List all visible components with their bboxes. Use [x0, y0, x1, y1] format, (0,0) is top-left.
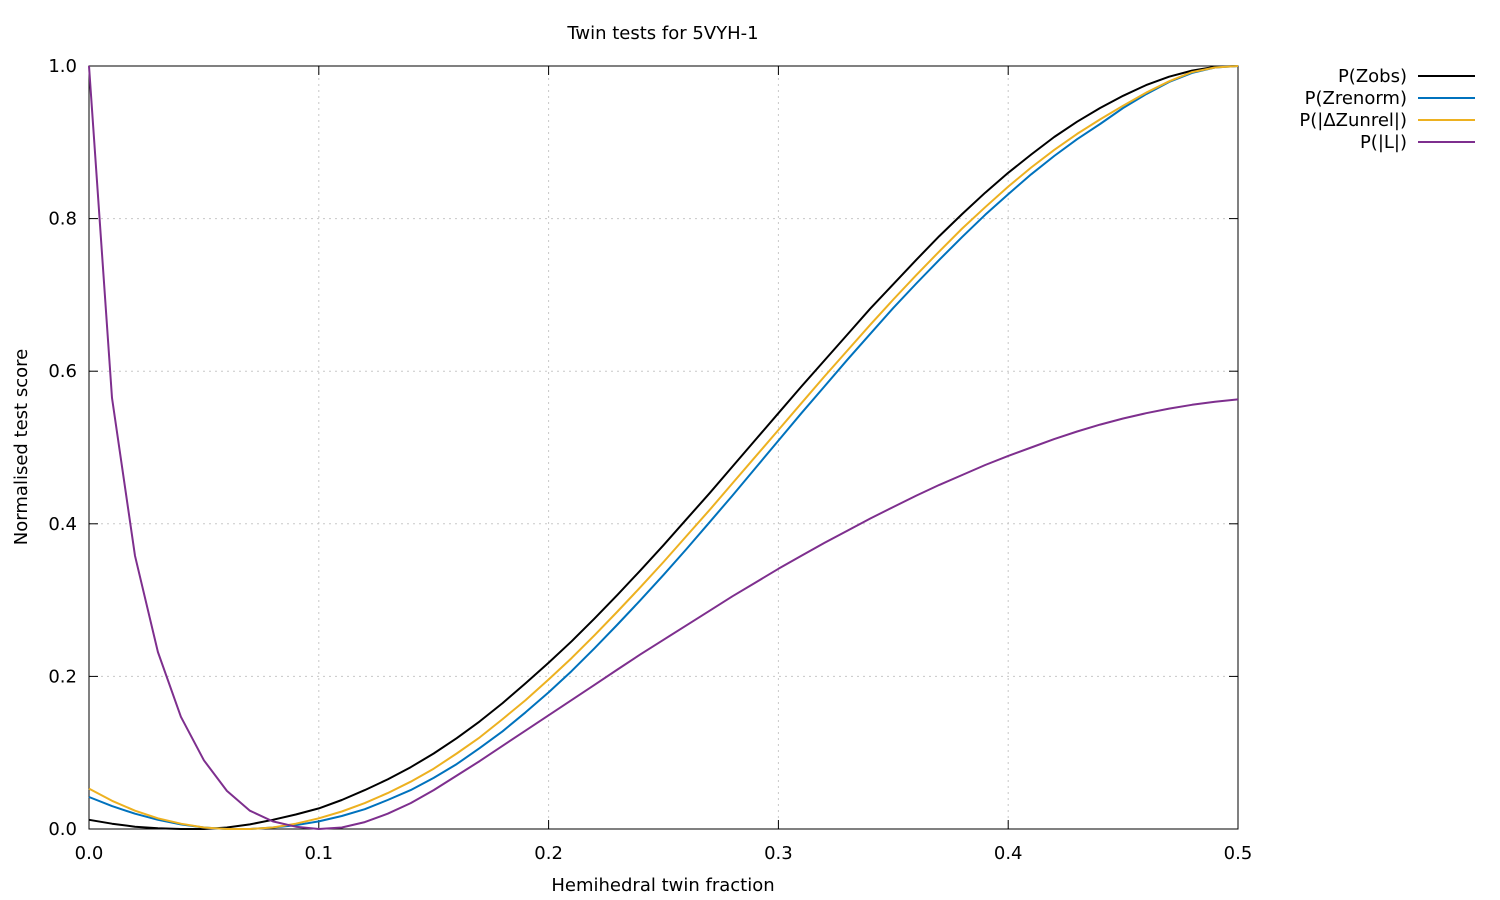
series-line — [88, 65, 1239, 830]
y-tick-label: 1.0 — [48, 56, 77, 77]
legend: P(Zobs)P(Zrenorm)P(|ΔZunrel|)P(|L|) — [1299, 66, 1475, 153]
legend-label: P(|ΔZunrel|) — [1299, 110, 1407, 131]
series-line — [88, 65, 1239, 830]
x-tick-label: 0.3 — [764, 843, 793, 864]
legend-label: P(Zrenorm) — [1305, 88, 1407, 109]
y-tick-label: 0.8 — [48, 209, 77, 230]
x-tick-label: 0.2 — [534, 843, 563, 864]
grid — [89, 66, 1238, 829]
y-axis-label: Normalised test score — [11, 349, 32, 545]
x-tick-label: 0.0 — [75, 843, 104, 864]
y-tick-label: 0.0 — [48, 819, 77, 840]
axis-ticks: 0.0 0.1 0.2 0.3 0.4 0.5 0.0 0.2 0.4 0.6 0.8 1.0 — [48, 56, 1252, 864]
legend-label: P(Zobs) — [1338, 66, 1407, 87]
y-tick-label: 0.6 — [48, 361, 77, 382]
chart-title: Twin tests for 5VYH-1 — [566, 23, 758, 44]
plot-frame — [88, 65, 1239, 830]
x-axis-label: Hemihedral twin fraction — [551, 875, 774, 896]
legend-label: P(|L|) — [1360, 132, 1407, 153]
series-lines — [88, 65, 1239, 830]
y-tick-label: 0.4 — [48, 514, 77, 535]
y-tick-label: 0.2 — [48, 666, 77, 687]
x-tick-label: 0.5 — [1224, 843, 1253, 864]
series-line — [88, 65, 1239, 830]
x-tick-label: 0.4 — [994, 843, 1023, 864]
series-line — [88, 65, 1239, 830]
x-tick-label: 0.1 — [304, 843, 333, 864]
